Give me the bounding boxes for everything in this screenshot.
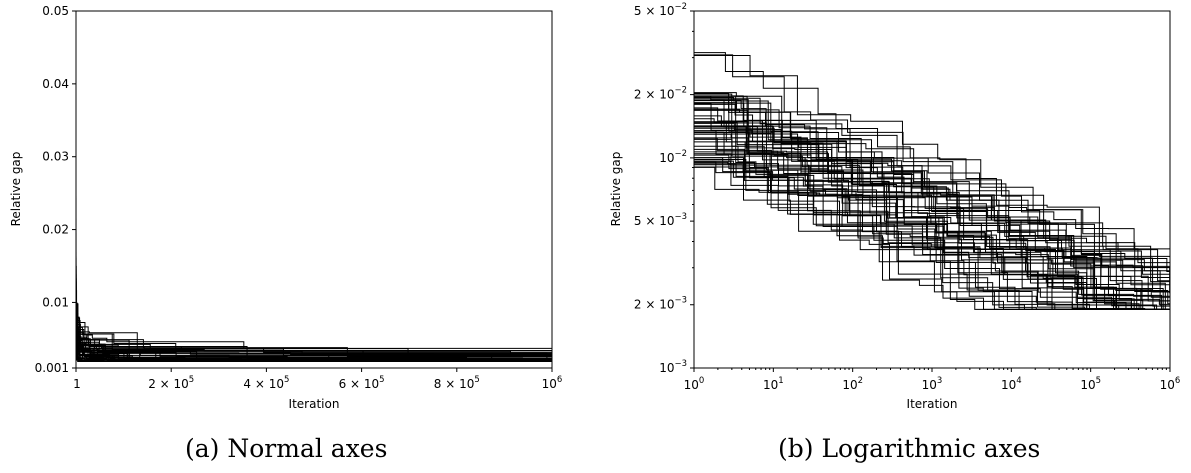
panel-b-series-line bbox=[694, 54, 1170, 310]
panel-b-series-line bbox=[694, 138, 1170, 306]
panel-b-y-tick-label: 10−2 bbox=[659, 149, 687, 165]
panel-b-series-group bbox=[694, 52, 1170, 310]
panel-a-x-axis-label: Iteration bbox=[289, 397, 340, 411]
panel-b-x-tick-label: 101 bbox=[763, 376, 784, 392]
panel-a-y-axis-label: Relative gap bbox=[9, 152, 23, 227]
panel-a-y-tick-label: 0.02 bbox=[42, 223, 69, 237]
panel-b-y-tick-label: 2 × 10−3 bbox=[634, 296, 687, 312]
panel-a-series-line bbox=[76, 251, 552, 357]
panel-a-y-tick-label: 0.04 bbox=[42, 77, 69, 91]
panel-b-x-axis-label: Iteration bbox=[907, 397, 958, 411]
panel-b-series-line bbox=[694, 121, 1170, 310]
panel-a-x-tick-label: 4 × 105 bbox=[243, 375, 289, 391]
panel-b-series-line bbox=[694, 108, 1170, 278]
panel-b-series-line bbox=[694, 127, 1170, 310]
panel-b-series-line bbox=[694, 131, 1170, 310]
panel-a-y-ticks: 0.001 0.01 0.02 0.03 0.04 0.05 bbox=[35, 4, 76, 375]
panel-b-series-line bbox=[694, 100, 1170, 310]
panel-a-series-line bbox=[76, 241, 552, 355]
panel-a-series-line bbox=[76, 226, 552, 358]
panel-b-series-line bbox=[694, 97, 1170, 257]
panel-b-series-line bbox=[694, 103, 1170, 307]
panel-b-y-tick-label: 5 × 10−3 bbox=[634, 212, 687, 228]
panel-b-x-ticks: 100 101 102 103 104 105 106 bbox=[684, 368, 1181, 392]
panel-b-series-line bbox=[694, 115, 1170, 272]
panel-b-series-line bbox=[694, 130, 1170, 310]
panel-b-caption: (b) Logarithmic axes bbox=[778, 434, 1041, 463]
panel-b-x-tick-label: 103 bbox=[922, 376, 943, 392]
panel-b: 100 101 102 103 104 105 106 10−3 2 × 10−3 5 × 10… bbox=[609, 2, 1180, 411]
panel-a-series-line bbox=[76, 238, 552, 362]
panel-a-series-line bbox=[76, 228, 552, 358]
panel-b-y-axis-label: Relative gap bbox=[609, 152, 623, 227]
panel-a-series-line bbox=[76, 149, 552, 362]
panel-a-x-ticks: 1 2 × 105 4 × 105 6 × 105 8 × 105 106 bbox=[73, 368, 562, 391]
panel-b-y-tick-label: 5 × 10−2 bbox=[634, 2, 687, 18]
panel-b-series-line bbox=[694, 133, 1170, 310]
panel-b-series-line bbox=[694, 166, 1170, 310]
panel-b-series-line bbox=[694, 100, 1170, 275]
panel-b-series-line bbox=[694, 153, 1170, 310]
panel-b-series-line bbox=[694, 151, 1170, 310]
panel-a-series-line bbox=[76, 238, 552, 357]
panel-b-x-tick-label: 105 bbox=[1080, 376, 1101, 392]
panel-b-x-tick-label: 106 bbox=[1160, 376, 1181, 392]
panel-b-y-tick-label: 10−3 bbox=[659, 359, 687, 375]
panel-a-x-tick-label: 1 bbox=[73, 377, 81, 391]
panel-a-x-tick-label: 106 bbox=[542, 375, 563, 391]
panel-a-series-line bbox=[76, 234, 552, 358]
panel-a-series-line bbox=[76, 235, 552, 351]
panel-b-series-line bbox=[694, 93, 1170, 286]
panel-b-series-line bbox=[694, 55, 1170, 283]
panel-a-series-line bbox=[76, 238, 552, 356]
panel-a-series-line bbox=[76, 251, 552, 362]
panel-a-x-tick-label: 6 × 105 bbox=[339, 375, 385, 391]
panel-a-series-group bbox=[76, 144, 552, 362]
panel-b-series-line bbox=[694, 127, 1170, 310]
panel-b-series-line bbox=[694, 157, 1170, 310]
panel-a-series-line bbox=[76, 144, 552, 356]
panel-b-x-tick-label: 100 bbox=[684, 376, 705, 392]
panel-b-series-line bbox=[694, 96, 1170, 285]
panel-b-series-line bbox=[694, 118, 1170, 310]
panel-a-series-line bbox=[76, 259, 552, 355]
panel-a-caption: (a) Normal axes bbox=[185, 434, 388, 463]
panel-b-series-line bbox=[694, 99, 1170, 282]
panel-b-y-tick-label: 2 × 10−2 bbox=[634, 86, 687, 102]
panel-a-x-tick-label: 2 × 105 bbox=[148, 375, 194, 391]
panel-b-series-line bbox=[694, 122, 1170, 310]
panel-b-y-ticks: 10−3 2 × 10−3 5 × 10−3 10−2 2 × 10−2 5 × 10−2 bbox=[634, 2, 694, 375]
panel-b-x-tick-label: 102 bbox=[842, 376, 863, 392]
panel-a-y-tick-label: 0.05 bbox=[42, 4, 69, 18]
panel-a-series-line bbox=[76, 232, 552, 360]
panel-b-series-line bbox=[694, 132, 1170, 310]
panel-b-series-line bbox=[694, 102, 1170, 274]
panel-a-series-line bbox=[76, 151, 552, 357]
panel-a-y-tick-label: 0.01 bbox=[42, 295, 69, 309]
panel-b-series-line bbox=[694, 125, 1170, 305]
panel-a-x-tick-label: 8 × 105 bbox=[434, 375, 480, 391]
panel-a-y-tick-label: 0.001 bbox=[35, 361, 69, 375]
panel-a-axes-frame bbox=[75, 10, 553, 369]
panel-a-y-tick-label: 0.03 bbox=[42, 150, 69, 164]
panel-a-series-line bbox=[76, 237, 552, 362]
panel-b-series-line bbox=[694, 102, 1170, 310]
panel-b-series-line bbox=[694, 159, 1170, 310]
panel-b-x-tick-label: 104 bbox=[1001, 376, 1022, 392]
